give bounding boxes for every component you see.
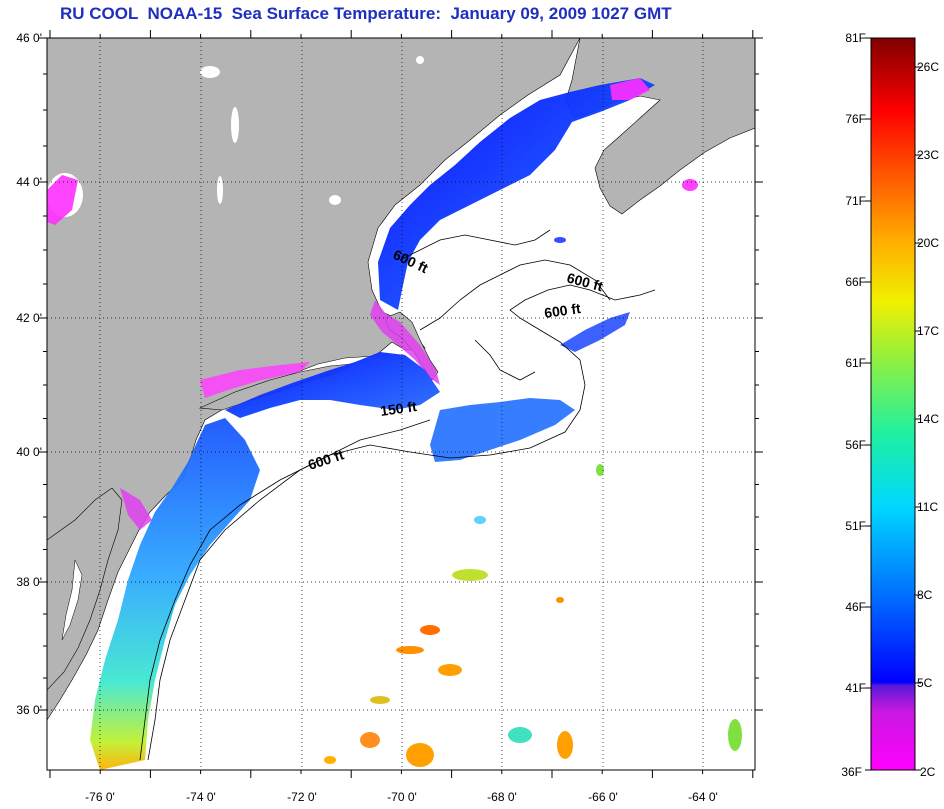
colorbar-fahrenheit-labels: 81F 76F 71F 66F 61F 56F 51F 46F 41F 36F (841, 31, 866, 779)
lon-tick-label: -66 0' (588, 790, 618, 804)
colorbar-f-label: 66F (845, 275, 866, 289)
lon-tick-label: -76 0' (85, 790, 115, 804)
colorbar-c-label: 2C (920, 765, 936, 779)
colorbar-f-label: 56F (845, 438, 866, 452)
lon-tick-label: -72 0' (287, 790, 317, 804)
colorbar-f-label: 46F (845, 600, 866, 614)
colorbar-c-label: 26C (917, 60, 939, 74)
colorbar-c-label: 14C (917, 412, 939, 426)
lon-tick-label: -70 0' (387, 790, 417, 804)
sst-delaware-bay (120, 488, 152, 530)
lake (217, 176, 223, 204)
sst-scotian-nearshore (610, 78, 650, 100)
map-title: RU COOL NOAA-15 Sea Surface Temperature:… (60, 4, 672, 23)
colorbar-f-label: 51F (845, 519, 866, 533)
sst-offshore-patches (324, 179, 742, 767)
colorbar-f-label: 81F (845, 31, 866, 45)
lat-tick-label: 42 0' (16, 311, 42, 325)
longitude-labels: -76 0' -74 0' -72 0' -70 0' -68 0' -66 0… (85, 790, 718, 804)
colorbar-celsius-labels: 26C 23C 20C 17C 14C 11C 8C 5C 2C (917, 60, 939, 779)
colorbar-f-label: 36F (841, 765, 862, 779)
colorbar-f-label: 61F (845, 356, 866, 370)
sst-lake-ontario (47, 175, 78, 225)
lat-tick-label: 36 0' (16, 703, 42, 717)
colorbar-c-label: 5C (917, 676, 933, 690)
contour-label: 600 ft (543, 300, 582, 321)
bathymetry-contours (139, 229, 656, 761)
lat-tick-label: 40 0' (16, 445, 42, 459)
colorbar-c-label: 20C (917, 236, 939, 250)
colorbar-f-label: 41F (845, 681, 866, 695)
sst-coastal-ma (370, 300, 440, 385)
axis-tickmarks (39, 30, 763, 778)
colorbar-tickmarks (865, 37, 921, 771)
lon-tick-label: -74 0' (186, 790, 216, 804)
sst-gulf-of-maine (378, 78, 655, 310)
contour-label: 150 ft (379, 398, 418, 419)
land-us-coast (47, 38, 581, 721)
lat-tick-label: 44 0' (16, 175, 42, 189)
lat-tick-label: 38 0' (16, 575, 42, 589)
lon-tick-label: -68 0' (487, 790, 517, 804)
colorbar-c-label: 23C (917, 148, 939, 162)
sst-southern-ne-shelf (225, 352, 440, 418)
sst-georges-bank (430, 398, 575, 462)
lake (231, 107, 239, 143)
lat-tick-label: 46 0' (16, 31, 42, 45)
sst-long-island-sound (200, 362, 310, 398)
colorbar-f-label: 76F (845, 112, 866, 126)
sst-nova-scotia-south (560, 312, 630, 352)
colorbar-f-label: 71F (845, 194, 866, 208)
sst-south-shelf (90, 418, 260, 770)
land-delmarva (47, 487, 123, 691)
lake (416, 56, 424, 64)
lake (200, 66, 220, 78)
colorbar-c-label: 17C (917, 324, 939, 338)
colorbar-c-label: 8C (917, 588, 933, 602)
colorbar-c-label: 11C (917, 500, 938, 514)
lon-tick-label: -64 0' (688, 790, 718, 804)
water-chesapeake (61, 559, 83, 641)
latitude-labels: 46 0' 44 0' 42 0' 40 0' 38 0' 36 0' (16, 31, 42, 717)
lake (329, 195, 341, 205)
colorbar (870, 37, 916, 771)
